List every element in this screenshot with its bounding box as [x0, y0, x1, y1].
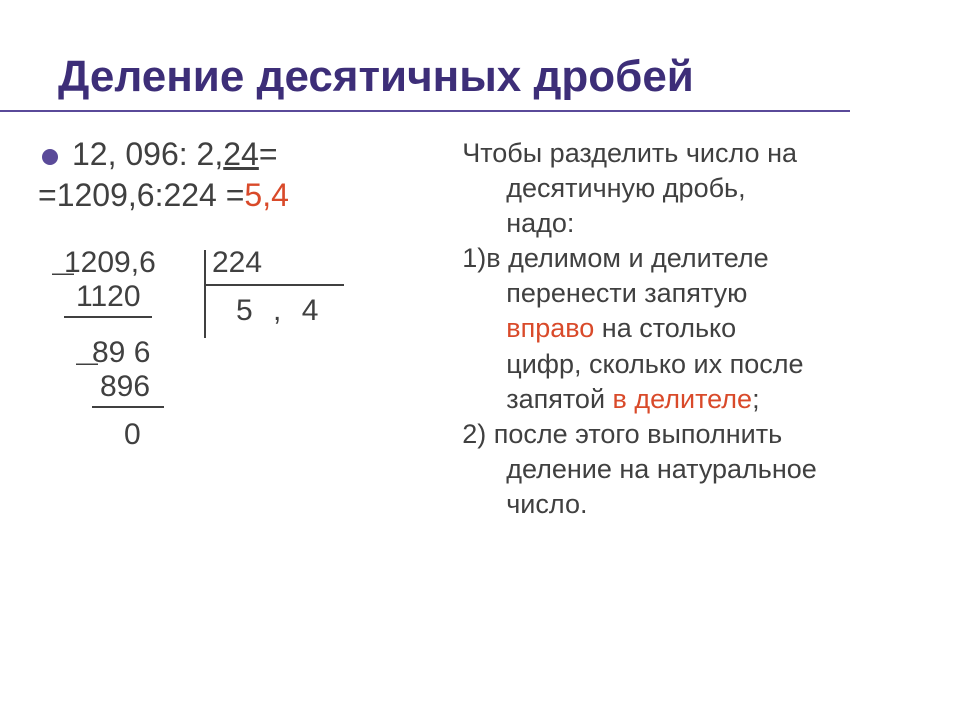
expression-1: 12, 096: 2,24=: [72, 136, 278, 173]
quotient: 5 , 4: [236, 294, 324, 328]
item1-line-1: 1)в делимом и делителе: [462, 241, 924, 276]
subtrahend-1: 1120: [76, 280, 141, 314]
item2-line-3: число.: [462, 487, 924, 522]
division-hbar: [204, 284, 344, 286]
item1-l3-tail: на столько: [594, 313, 736, 343]
item2-line-2: деление на натуральное: [462, 452, 924, 487]
highlight-1: вправо: [506, 313, 594, 343]
item2-line-1: 2) после этого выполнить: [462, 417, 924, 452]
intro-line-2: десятичную дробь,: [462, 171, 924, 206]
remainder-1: 89 6: [92, 336, 150, 370]
subtrahend-2: 896: [100, 370, 150, 404]
expr1-part-b: =: [259, 136, 278, 172]
right-column: Чтобы разделить число на десятичную дроб…: [462, 136, 924, 522]
dividend: 1209,6: [64, 246, 156, 280]
intro-line-1: Чтобы разделить число на: [462, 136, 924, 171]
division-vbar: [204, 250, 206, 338]
divisor: 224: [212, 246, 262, 280]
item1-l5-head: запятой: [506, 384, 612, 414]
item1-line-3: вправо на столько: [462, 311, 924, 346]
slide-title: Деление десятичных дробей: [0, 0, 850, 112]
hline-1: [64, 316, 152, 318]
expr2-result: 5,4: [244, 177, 288, 213]
expression-2: =1209,6:224 =5,4: [38, 177, 446, 214]
expr1-underlined: 24: [223, 136, 259, 172]
content-area: 12, 096: 2,24= =1209,6:224 =5,4 — 1209,6…: [0, 136, 960, 522]
bullet-icon: [42, 149, 58, 165]
remainder-2: 0: [124, 418, 141, 452]
long-division: — 1209,6 1120 — 89 6 896 0 224 5 , 4: [36, 246, 446, 506]
expr2-part-a: =1209,6:224 =: [38, 177, 244, 213]
intro-line-3: надо:: [462, 206, 924, 241]
expr1-part-a: 12, 096: 2,: [72, 136, 223, 172]
item1-line-2: перенести запятую: [462, 276, 924, 311]
bullet-line: 12, 096: 2,24=: [36, 136, 446, 173]
item1-line-4: цифр, сколько их после: [462, 347, 924, 382]
item1-l5-tail: ;: [752, 384, 760, 414]
left-column: 12, 096: 2,24= =1209,6:224 =5,4 — 1209,6…: [36, 136, 462, 522]
hline-2: [92, 406, 164, 408]
item1-line-5: запятой в делителе;: [462, 382, 924, 417]
highlight-2: в делителе: [613, 384, 753, 414]
